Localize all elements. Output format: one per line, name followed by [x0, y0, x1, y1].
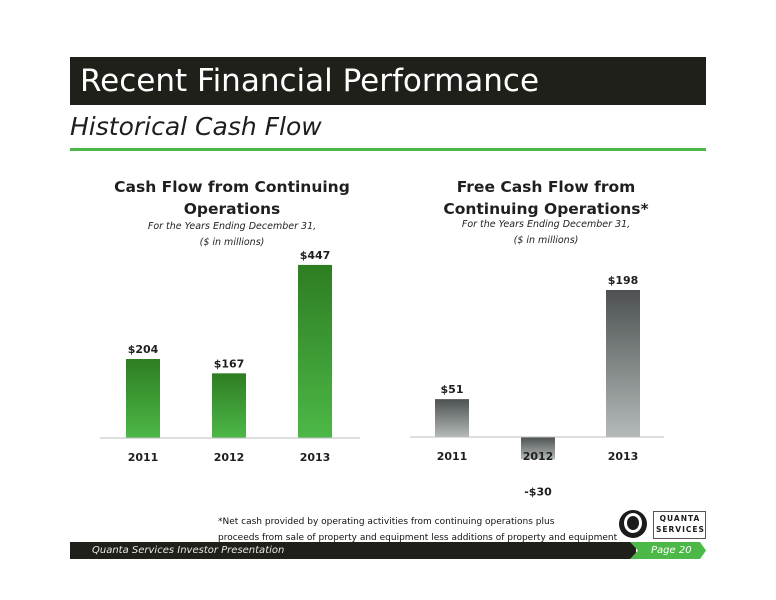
- logo-q-icon: [619, 510, 647, 538]
- footer-text: Quanta Services Investor Presentation: [92, 545, 285, 556]
- chart1-data-label-2011: $204: [128, 343, 159, 356]
- page-title: Recent Financial Performance: [80, 63, 540, 99]
- page-number-tab: [630, 542, 706, 559]
- chart1-bar-2012: [212, 373, 246, 438]
- chart1-subtitle-line1: For the Years Ending December 31,: [147, 221, 317, 232]
- chart2-tick-label-2012: 2012: [523, 450, 554, 463]
- chart1-data-label-2013: $447: [300, 249, 331, 262]
- chart2-subtitle-line2: ($ in millions): [513, 235, 579, 246]
- chart1-tick-label-2013: 2013: [300, 451, 331, 464]
- chart2-bar-2012: [521, 437, 555, 460]
- footer-bar: Quanta Services Investor Presentation: [70, 542, 636, 559]
- chart2-bar-2011: [435, 399, 469, 437]
- chart2-title: Free Cash Flow from Continuing Operation…: [414, 176, 678, 220]
- chart1-tick-label-2012: 2012: [214, 451, 245, 464]
- logo-word1: QUANTA: [659, 514, 701, 523]
- page-subtitle: Historical Cash Flow: [70, 112, 322, 141]
- footnote-line2: proceeds from sale of property and equip…: [218, 533, 618, 543]
- footnote: *Net cash provided by operating activiti…: [218, 514, 617, 546]
- chart1-title-line1: Cash Flow from Continuing: [114, 178, 350, 196]
- chart1-subtitle-line2: ($ in millions): [199, 237, 265, 248]
- logo-word2: SERVICES: [656, 525, 705, 534]
- page-number: Page 20: [651, 545, 692, 556]
- chart1-tick-label-2011: 2011: [128, 451, 159, 464]
- chart2-tick-label-2013: 2013: [608, 450, 639, 463]
- footnote-line1: *Net cash provided by operating activiti…: [218, 517, 555, 527]
- title-bar: Recent Financial Performance: [70, 57, 706, 105]
- logo-wordmark: QUANTA SERVICES: [653, 511, 706, 539]
- chart2-data-label-2011: $51: [441, 383, 464, 396]
- chart1-title: Cash Flow from Continuing Operations: [98, 176, 366, 220]
- chart2-data-label-2013: $198: [608, 274, 639, 287]
- chart2-title-line2: Continuing Operations*: [443, 200, 649, 218]
- chart1-bar-2011: [126, 359, 160, 438]
- chart2-data-label-2012: -$30: [524, 485, 552, 498]
- chart1-title-line2: Operations: [183, 200, 281, 218]
- chart2-bar-2013: [606, 289, 640, 437]
- divider-rule: [70, 148, 706, 151]
- chart2-title-line1: Free Cash Flow from: [456, 178, 636, 196]
- quanta-logo: QUANTA SERVICES: [619, 510, 707, 540]
- chart2-subtitle-line1: For the Years Ending December 31,: [461, 219, 631, 230]
- chart1-bar-2013: [298, 264, 332, 438]
- chart1-data-label-2012: $167: [214, 357, 245, 370]
- chart2-tick-label-2011: 2011: [437, 450, 468, 463]
